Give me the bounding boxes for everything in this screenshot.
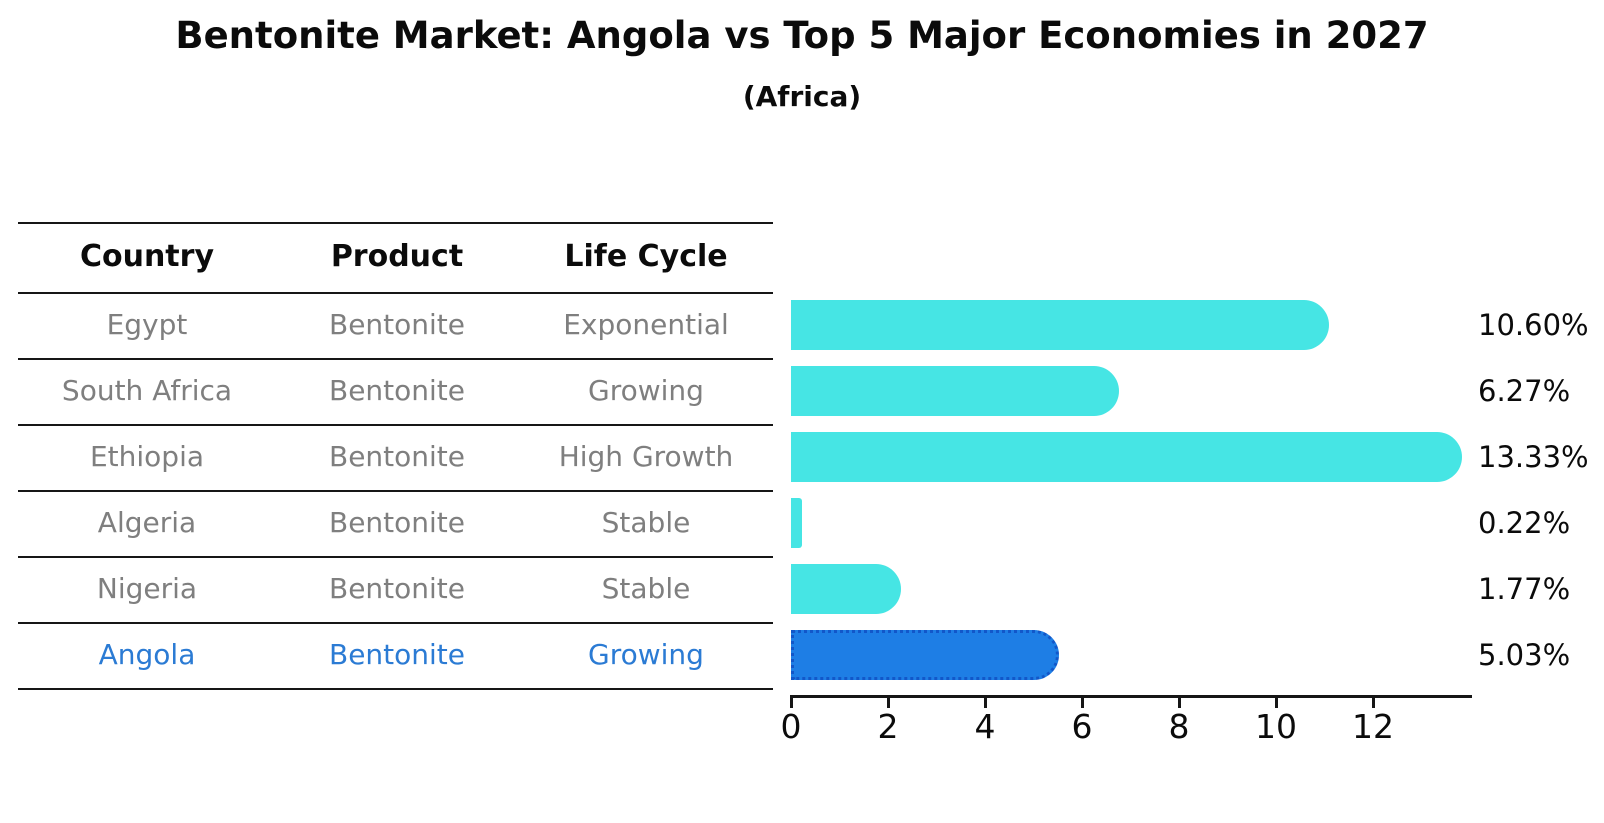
bar-value-label: 13.33%	[1478, 440, 1589, 474]
table-header-lifecycle: Life Cycle	[564, 239, 728, 274]
table-cell-lifecycle: Stable	[601, 572, 691, 605]
x-tick-label: 10	[1255, 707, 1297, 746]
table-cell-country: Egypt	[106, 308, 188, 341]
table-cell-country: Nigeria	[96, 572, 198, 605]
bar	[791, 498, 802, 548]
table-line	[18, 556, 773, 558]
bar	[791, 564, 901, 614]
bar-highlight	[791, 630, 1059, 680]
x-tick-label: 4	[974, 707, 996, 746]
table-cell-lifecycle: Exponential	[563, 308, 729, 341]
table-line	[18, 292, 773, 294]
chart-subtitle: (Africa)	[742, 80, 862, 113]
table-header-country: Country	[79, 239, 215, 274]
table-cell-country: South Africa	[61, 374, 233, 407]
table-cell-product: Bentonite	[328, 638, 466, 671]
table-line	[18, 358, 773, 360]
chart-title: Bentonite Market: Angola vs Top 5 Major …	[175, 14, 1429, 57]
table-line	[18, 688, 773, 690]
bar-value-label: 10.60%	[1478, 308, 1589, 342]
table-cell-country: Angola	[98, 638, 196, 671]
bar	[791, 432, 1462, 482]
bar	[791, 300, 1330, 350]
x-tick-mark	[1178, 697, 1181, 708]
table-header-product: Product	[330, 239, 464, 274]
bar	[791, 366, 1120, 416]
bar-value-label: 1.77%	[1478, 572, 1571, 606]
table-cell-product: Bentonite	[328, 308, 466, 341]
x-tick-mark	[790, 697, 793, 708]
table-cell-lifecycle: High Growth	[558, 440, 734, 473]
table-line	[18, 424, 773, 426]
table-line	[18, 622, 773, 624]
x-tick-label: 8	[1168, 707, 1190, 746]
table-cell-country: Algeria	[97, 506, 197, 539]
bar-value-label: 5.03%	[1478, 638, 1571, 672]
table-cell-product: Bentonite	[328, 506, 466, 539]
x-tick-mark	[1275, 697, 1278, 708]
table-line	[18, 490, 773, 492]
x-tick-mark	[1372, 697, 1375, 708]
table-cell-lifecycle: Stable	[601, 506, 691, 539]
table-cell-product: Bentonite	[328, 374, 466, 407]
table-cell-product: Bentonite	[328, 440, 466, 473]
x-tick-label: 6	[1071, 707, 1093, 746]
bar-value-label: 6.27%	[1478, 374, 1571, 408]
x-axis-line	[790, 695, 1472, 698]
x-tick-label: 2	[877, 707, 899, 746]
table-cell-product: Bentonite	[328, 572, 466, 605]
table-cell-lifecycle: Growing	[588, 638, 704, 671]
x-tick-label: 0	[780, 707, 802, 746]
table-line	[18, 222, 773, 224]
table-cell-country: Ethiopia	[89, 440, 205, 473]
bar-value-label: 0.22%	[1478, 506, 1571, 540]
x-tick-mark	[984, 697, 987, 708]
x-tick-mark	[887, 697, 890, 708]
x-tick-mark	[1081, 697, 1084, 708]
x-tick-label: 12	[1352, 707, 1394, 746]
table-cell-lifecycle: Growing	[588, 374, 704, 407]
